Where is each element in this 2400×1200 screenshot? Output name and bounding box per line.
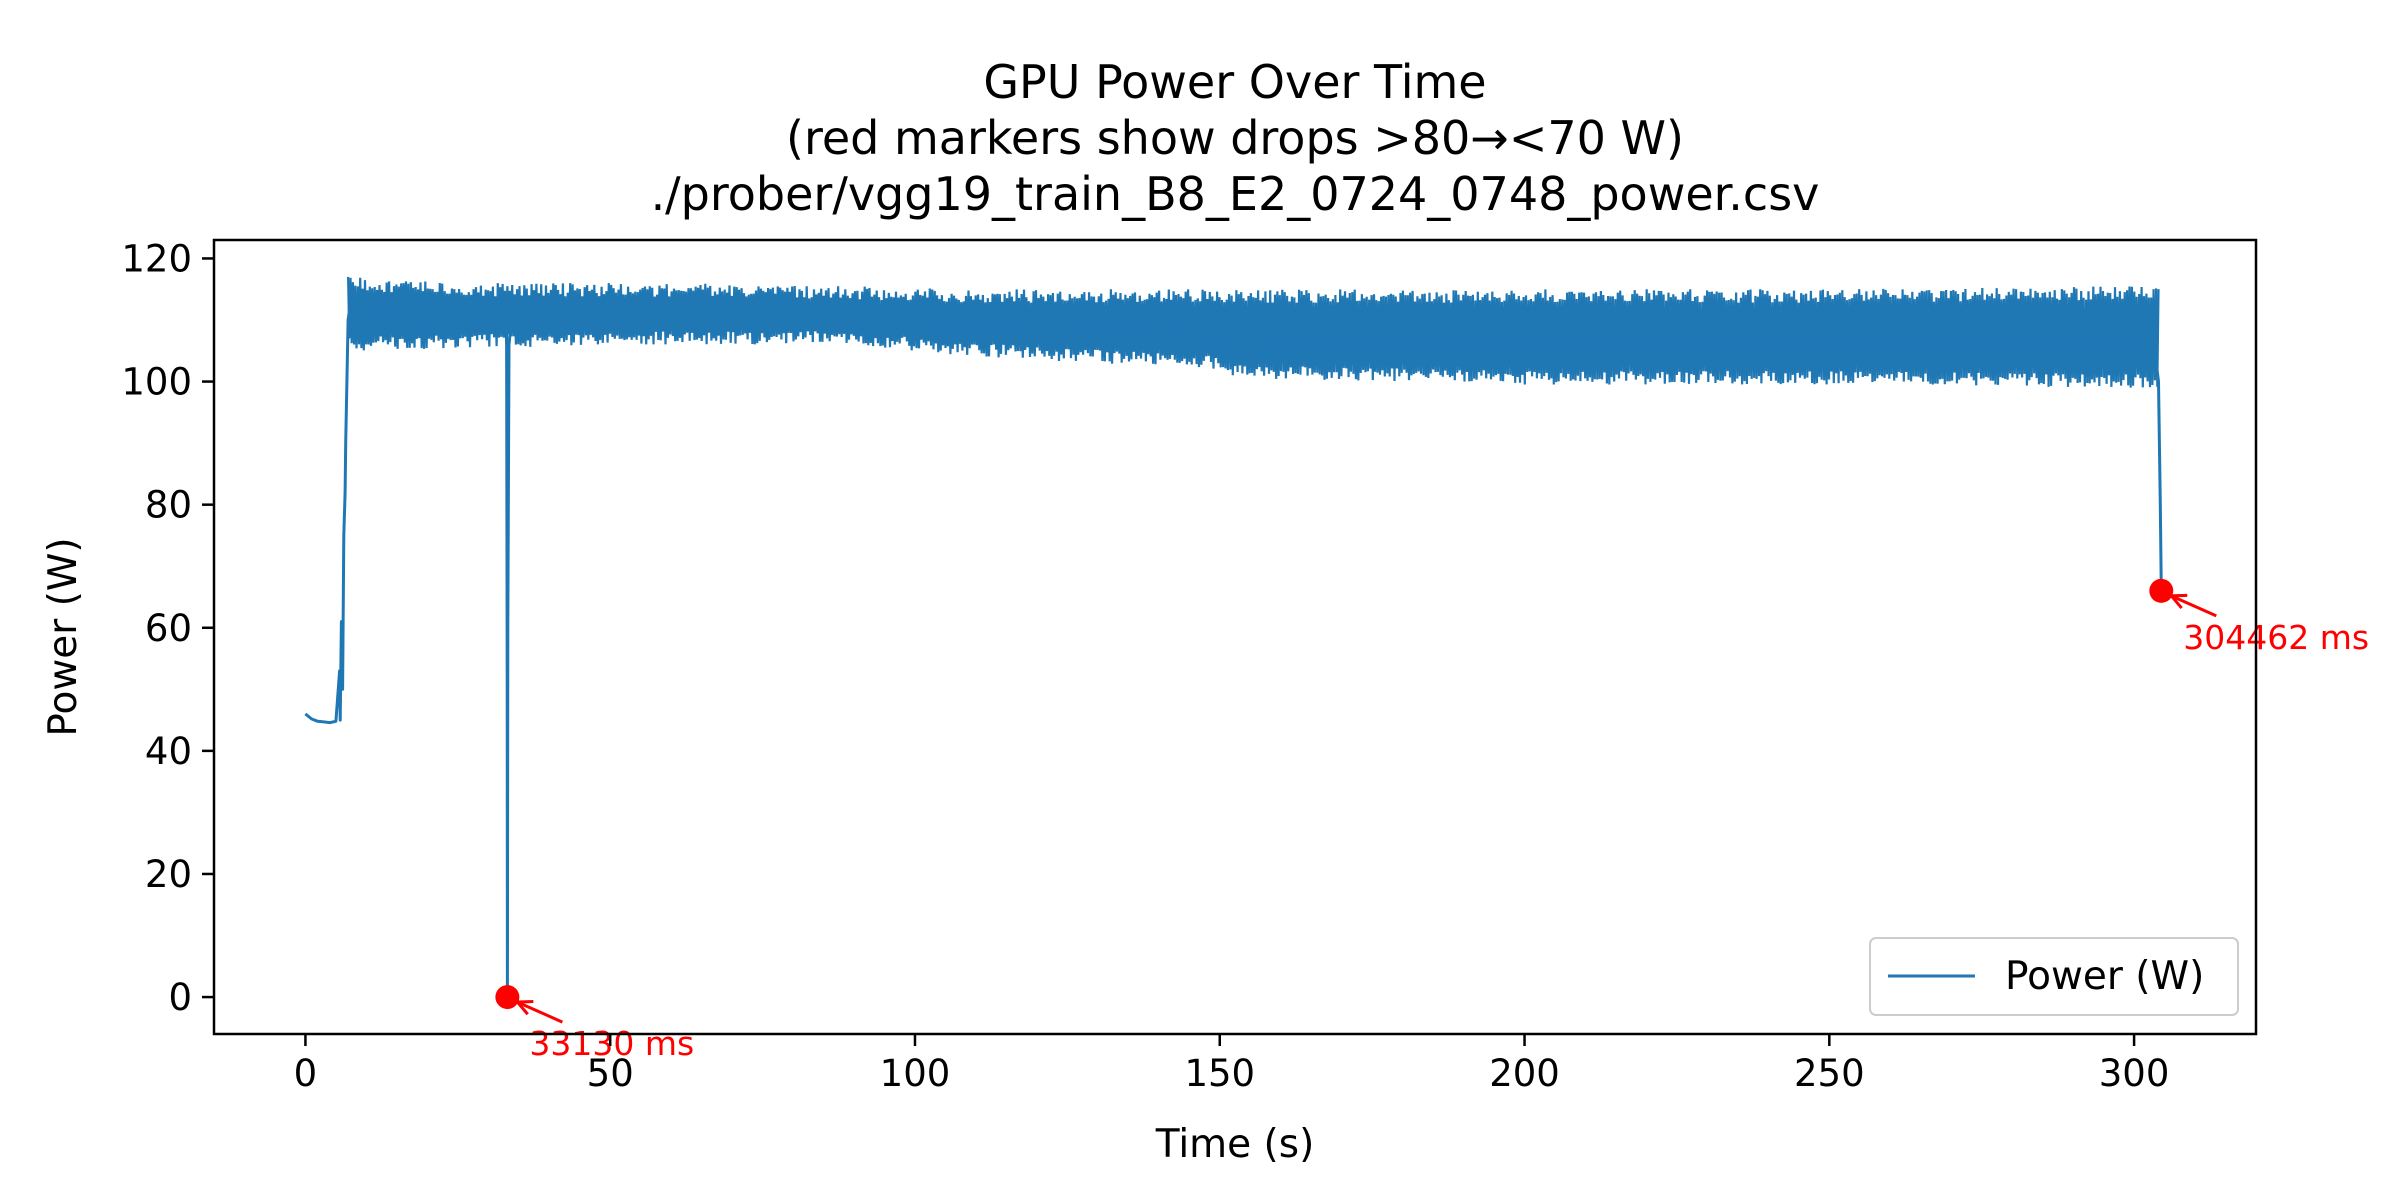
- y-tick-label: 0: [168, 976, 192, 1019]
- y-tick-label: 40: [145, 730, 192, 773]
- x-tick-label: 150: [1184, 1052, 1255, 1095]
- y-tick-label: 60: [145, 607, 192, 650]
- x-tick-label: 0: [294, 1052, 318, 1095]
- power-band: [347, 276, 2160, 388]
- x-tick-label: 100: [880, 1052, 951, 1095]
- drop-label-2: 304462 ms: [2183, 618, 2369, 657]
- legend-label: Power (W): [2005, 954, 2204, 999]
- power-band-trace: [347, 276, 2160, 388]
- x-tick-label: 250: [1794, 1052, 1865, 1095]
- drop-marker-1: [495, 985, 520, 1010]
- y-tick-label: 80: [145, 484, 192, 527]
- drop-arrowhead-1: [514, 1000, 534, 1016]
- series-layer: [304, 306, 2163, 999]
- x-tick-label: 200: [1489, 1052, 1560, 1095]
- axes-frame: [212, 238, 2258, 1036]
- y-ticks: 0 20 40 60 80 100 120: [121, 237, 214, 1019]
- chart-title-line-2: (red markers show drops >80→<70 W): [786, 111, 1684, 165]
- y-tick-label: 120: [121, 237, 192, 280]
- legend-box: [1869, 937, 2239, 1016]
- drop-arrow-2: [2170, 594, 2217, 618]
- x-ticks: 0 50 100 150 200 250 300: [294, 1034, 2170, 1095]
- x-tick-label: 300: [2099, 1052, 2170, 1095]
- x-tick-label: 50: [587, 1052, 634, 1095]
- drop-label-1: 33130 ms: [529, 1024, 694, 1063]
- drop-arrowhead-2: [2168, 593, 2188, 610]
- chart-title-line-3: ./prober/vgg19_train_B8_E2_0724_0748_pow…: [651, 167, 1820, 221]
- y-axis-label: Power (W): [41, 537, 86, 736]
- plot-area: 33130 ms 304462 ms: [304, 276, 2369, 1063]
- y-tick-label: 100: [121, 361, 192, 404]
- x-axis-label: Time (s): [1155, 1122, 1315, 1167]
- legend: Power (W): [1869, 937, 2239, 1016]
- chart-title-line-1: GPU Power Over Time: [983, 55, 1486, 109]
- y-tick-label: 20: [145, 853, 192, 896]
- drop-arrow-1: [516, 1000, 563, 1024]
- marker-layer: 33130 ms 304462 ms: [495, 578, 2369, 1063]
- drop-marker-2: [2149, 578, 2174, 603]
- series-line-power: [304, 306, 2163, 999]
